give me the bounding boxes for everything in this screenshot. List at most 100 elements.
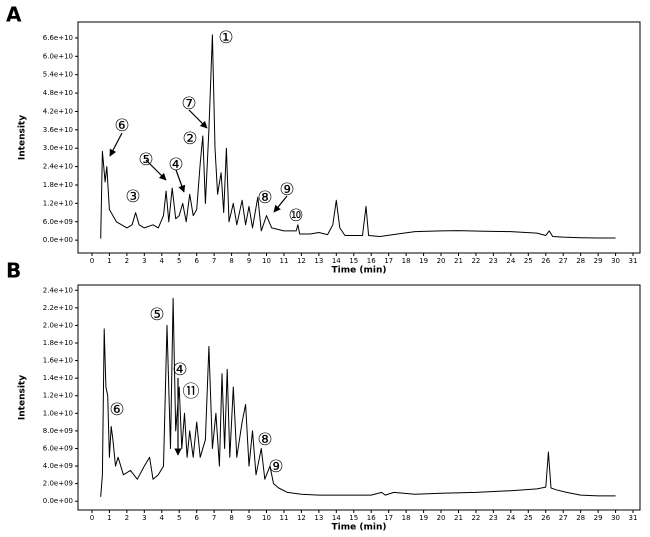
- x-tick-label: 22: [471, 257, 480, 265]
- peak-annotation: ⑨: [268, 457, 283, 477]
- y-tick-label: 0.0e+00: [43, 236, 73, 244]
- x-tick-label: 25: [524, 257, 533, 265]
- y-tick-label: 3.0e+10: [43, 144, 73, 152]
- x-tick-label: 11: [279, 514, 288, 522]
- x-tick-label: 15: [349, 257, 358, 265]
- x-tick-label: 8: [229, 257, 233, 265]
- panel-label: A: [6, 3, 22, 27]
- y-tick-label: 1.6e+10: [43, 357, 73, 365]
- y-tick-label: 1.8e+10: [43, 339, 73, 347]
- y-tick-label: 2.0e+10: [43, 321, 73, 329]
- peak-annotation: ⑨: [279, 180, 294, 200]
- x-tick-label: 9: [247, 514, 251, 522]
- x-tick-label: 10: [262, 257, 271, 265]
- x-tick-label: 16: [367, 257, 376, 265]
- y-tick-label: 2.4e+10: [43, 163, 73, 171]
- x-tick-label: 5: [177, 514, 181, 522]
- x-tick-label: 12: [297, 514, 306, 522]
- y-tick-label: 6.6e+10: [43, 34, 73, 42]
- x-tick-label: 13: [314, 257, 323, 265]
- x-tick-label: 5: [177, 257, 181, 265]
- x-tick-label: 20: [437, 257, 446, 265]
- x-tick-label: 17: [384, 257, 393, 265]
- plot-frame: [77, 21, 641, 254]
- x-tick-label: 23: [489, 514, 498, 522]
- x-tick-label: 31: [629, 514, 638, 522]
- y-tick-label: 1.0e+10: [43, 409, 73, 417]
- x-tick-label: 4: [160, 257, 165, 265]
- x-tick-label: 26: [541, 514, 550, 522]
- x-tick-label: 10: [262, 514, 271, 522]
- x-tick-label: 9: [247, 257, 251, 265]
- peak-annotation: ⑧: [257, 430, 272, 450]
- annotation-arrow: [109, 132, 123, 157]
- x-tick-label: 11: [279, 257, 288, 265]
- x-tick-label: 29: [594, 514, 603, 522]
- y-tick-label: 1.2e+10: [43, 199, 73, 207]
- y-tick-label: 6.0e+10: [43, 52, 73, 60]
- peak-annotation: ④: [168, 155, 183, 175]
- peak-annotation: ①: [218, 28, 233, 48]
- y-tick-label: 4.0e+09: [43, 462, 73, 470]
- x-tick-label: 28: [576, 257, 585, 265]
- annotation-arrow: [188, 109, 208, 129]
- y-tick-label: 0.0e+00: [43, 497, 73, 505]
- x-tick-label: 17: [384, 514, 393, 522]
- x-tick-label: 6: [194, 257, 199, 265]
- annotation-arrow: [273, 195, 288, 213]
- y-tick-label: 2.0e+09: [43, 480, 73, 488]
- x-tick-label: 18: [402, 514, 411, 522]
- peak-annotation: ②: [182, 129, 197, 149]
- x-tick-label: 21: [454, 257, 463, 265]
- annotation-arrow: [145, 159, 167, 181]
- x-tick-label: 22: [471, 514, 480, 522]
- x-tick-label: 20: [437, 514, 446, 522]
- x-axis-label: Time (min): [332, 523, 387, 533]
- x-tick-label: 30: [611, 257, 620, 265]
- x-tick-label: 19: [419, 257, 428, 265]
- y-tick-label: 5.4e+10: [43, 71, 73, 79]
- x-tick-label: 2: [125, 514, 129, 522]
- y-axis-label: Intensity: [18, 115, 28, 160]
- x-tick-label: 1: [107, 257, 111, 265]
- peak-annotation: ④: [172, 360, 187, 380]
- x-tick-label: 8: [229, 514, 233, 522]
- x-axis-label: Time (min): [332, 266, 387, 276]
- y-tick-label: 2.4e+10: [43, 286, 73, 294]
- peak-annotation: ⑥: [109, 400, 124, 420]
- y-tick-label: 3.6e+10: [43, 126, 73, 134]
- y-tick-label: 4.8e+10: [43, 89, 73, 97]
- x-tick-label: 25: [524, 514, 533, 522]
- x-tick-label: 7: [212, 514, 216, 522]
- x-tick-label: 27: [559, 257, 568, 265]
- peak-annotation: ⑦: [181, 94, 196, 114]
- x-tick-label: 4: [160, 514, 165, 522]
- y-axis-label: Intensity: [18, 375, 28, 420]
- x-tick-label: 18: [402, 257, 411, 265]
- y-tick-label: 1.4e+10: [43, 374, 73, 382]
- peak-annotation: ⑪: [183, 382, 200, 402]
- x-tick-label: 31: [629, 257, 638, 265]
- y-tick-label: 8.0e+09: [43, 427, 73, 435]
- x-tick-label: 28: [576, 514, 585, 522]
- x-tick-label: 0: [90, 514, 94, 522]
- y-tick-label: 6.0e+09: [43, 444, 73, 452]
- y-tick-label: 1.8e+10: [43, 181, 73, 189]
- x-tick-label: 30: [611, 514, 620, 522]
- y-tick-label: 6.0e+09: [43, 218, 73, 226]
- chromatogram-line: [100, 34, 616, 239]
- peak-annotation: ⑥: [114, 116, 129, 136]
- x-tick-label: 29: [594, 257, 603, 265]
- x-tick-label: 24: [506, 257, 515, 265]
- x-tick-label: 16: [367, 514, 376, 522]
- panel-label: B: [6, 259, 21, 283]
- x-tick-label: 14: [332, 514, 341, 522]
- x-tick-label: 14: [332, 257, 341, 265]
- x-tick-label: 1: [107, 514, 111, 522]
- x-tick-label: 24: [506, 514, 515, 522]
- x-tick-label: 19: [419, 514, 428, 522]
- peak-annotation: ③: [125, 187, 140, 207]
- y-tick-label: 2.2e+10: [43, 304, 73, 312]
- x-tick-label: 7: [212, 257, 216, 265]
